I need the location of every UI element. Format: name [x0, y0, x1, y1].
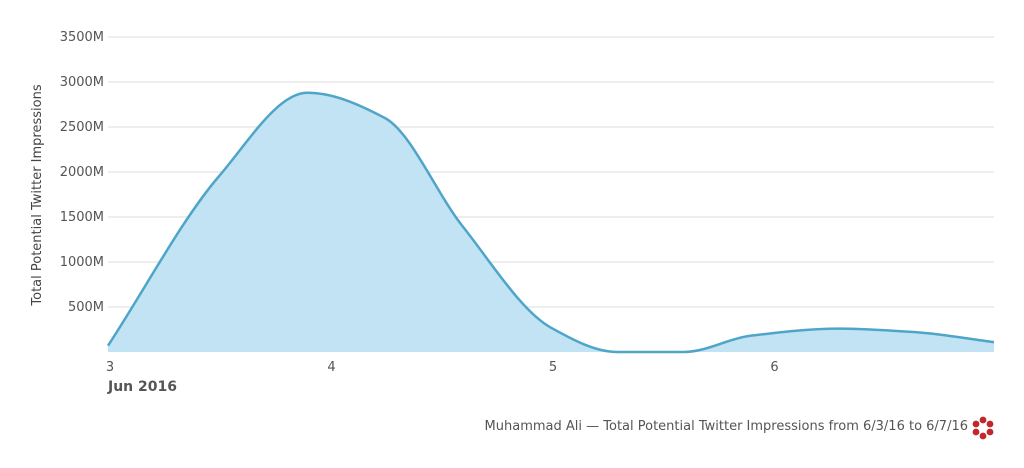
x-axis-period-label: Jun 2016 — [107, 379, 177, 395]
flower-logo-icon — [972, 416, 994, 440]
chart-caption: Muhammad Ali — Total Potential Twitter I… — [484, 419, 968, 434]
y-tick-label: 2000M — [60, 165, 104, 180]
y-axis-tick-labels: 500M 1000M 1500M 2000M 2500M 3000M 3500M — [60, 30, 104, 315]
y-tick-label: 2500M — [60, 120, 104, 135]
x-axis-tick-labels: 3 4 5 6 — [106, 360, 779, 375]
y-tick-label: 1000M — [60, 255, 104, 270]
x-tick-label: 3 — [106, 360, 114, 375]
x-tick-label: 5 — [549, 360, 557, 375]
y-tick-label: 1500M — [60, 210, 104, 225]
series-layer — [106, 91, 995, 354]
y-axis-title: Total Potential Twitter Impressions — [30, 84, 45, 306]
series-line — [106, 91, 995, 354]
x-tick-label: 4 — [327, 360, 335, 375]
x-tick-label: 6 — [770, 360, 778, 375]
series-area — [108, 92, 994, 353]
y-tick-label: 3500M — [60, 30, 104, 45]
y-tick-label: 3000M — [60, 75, 104, 90]
y-tick-label: 500M — [68, 300, 104, 315]
